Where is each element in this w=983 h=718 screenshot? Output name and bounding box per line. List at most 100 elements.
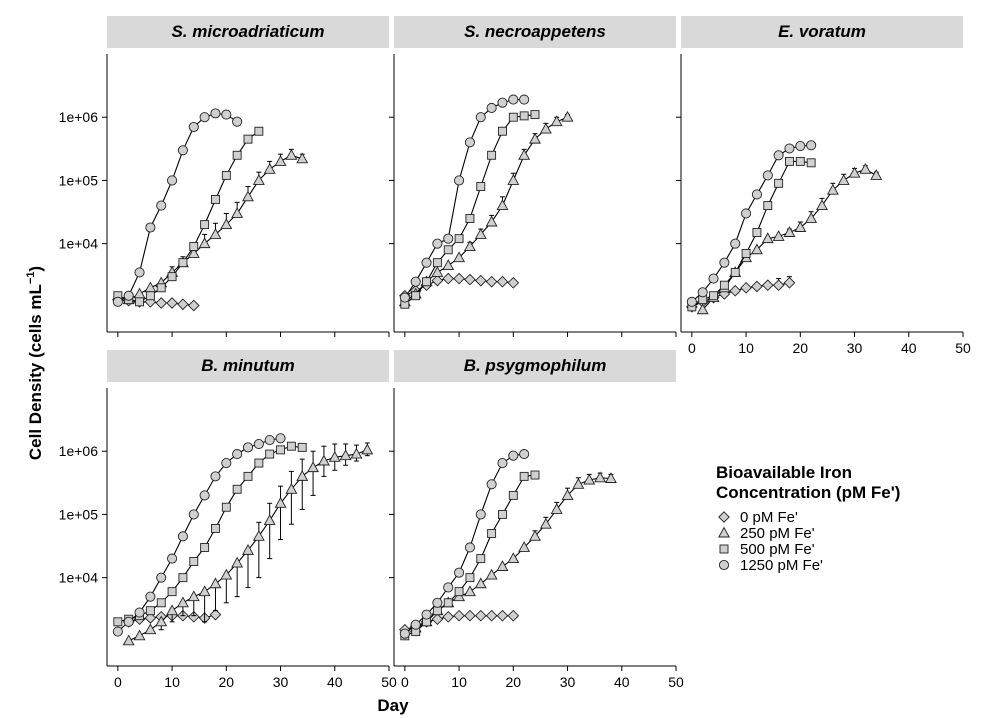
data-point-triangle	[594, 471, 607, 483]
panel-title: B. psygmophilum	[464, 356, 607, 375]
data-point-diamond	[496, 609, 509, 622]
data-point-triangle	[431, 266, 444, 277]
data-point-circle	[145, 222, 156, 233]
data-point-triangle	[122, 634, 135, 646]
data-point-triangle	[328, 451, 341, 462]
data-point-triangle	[453, 251, 466, 263]
data-point-triangle	[339, 449, 352, 461]
data-point-diamond	[209, 608, 222, 621]
data-point-circle	[686, 296, 697, 307]
panel-title: E. voratum	[778, 22, 866, 41]
y-tick-label: 1e+04	[59, 570, 99, 586]
legend-item: 500 pM Fe'	[719, 541, 815, 558]
data-point-circle	[508, 450, 519, 461]
data-point-triangle	[263, 162, 276, 174]
legend-key-square	[719, 544, 729, 554]
data-point-square	[232, 150, 242, 160]
data-point-triangle	[296, 152, 309, 164]
data-point-square	[265, 449, 275, 459]
panel-title: S. microadriaticum	[171, 22, 324, 41]
data-point-triangle	[166, 604, 179, 616]
data-point-square	[774, 178, 784, 188]
data-point-triangle	[550, 115, 563, 127]
data-point-circle	[167, 553, 178, 564]
data-point-triangle	[187, 247, 200, 258]
data-point-triangle	[583, 473, 596, 485]
data-point-circle	[741, 208, 752, 219]
y-axis-title: Cell Density (cells mL−1)	[25, 266, 45, 460]
legend-label: 250 pM Fe'	[740, 525, 815, 542]
data-point-diamond	[740, 281, 752, 294]
panels: S. microadriaticum 1e+04 1e+05 1e+06 S. necr…	[59, 16, 971, 690]
data-point-circle	[464, 137, 475, 148]
series-triangle	[696, 162, 883, 315]
data-point-square	[145, 291, 155, 301]
data-point-square	[465, 214, 475, 223]
data-point-triangle	[604, 472, 617, 483]
data-point-diamond	[729, 284, 742, 297]
legend: Bioavailable Iron Concentration (pM Fe')…	[716, 463, 900, 574]
data-point-triangle	[529, 132, 541, 144]
data-point-diamond	[772, 279, 785, 292]
data-point-square	[508, 490, 518, 500]
x-tick-label: 40	[327, 674, 343, 690]
legend-title-line1: Bioavailable Iron	[716, 463, 852, 482]
data-point-circle	[795, 140, 806, 152]
data-point-square	[167, 272, 177, 282]
data-point-circle	[784, 143, 795, 154]
series-line	[117, 437, 281, 633]
data-point-diamond	[431, 613, 444, 626]
data-point-square	[276, 445, 285, 455]
data-point-square	[443, 598, 453, 608]
x-tick-label: 0	[401, 674, 409, 690]
data-point-circle	[464, 542, 475, 553]
panel-5: B. psygmophilum 0 10 20 30 40 50	[389, 350, 684, 690]
data-point-square	[167, 587, 177, 597]
panel-1: S. microadriaticum 1e+04 1e+05 1e+06	[59, 16, 390, 337]
data-point-triangle	[783, 226, 796, 237]
data-point-triangle	[463, 585, 476, 597]
data-point-triangle	[572, 477, 585, 489]
data-point-triangle	[507, 552, 520, 564]
data-point-diamond	[144, 612, 157, 624]
data-point-circle	[112, 626, 123, 637]
data-point-triangle	[826, 183, 839, 195]
data-point-square	[297, 442, 307, 452]
data-point-triangle	[242, 544, 254, 555]
legend-title-line2: Concentration (pM Fe')	[716, 483, 900, 502]
x-tick-label: 0	[688, 340, 696, 356]
data-point-circle	[210, 471, 221, 482]
data-point-triangle	[539, 122, 552, 134]
data-point-circle	[264, 435, 275, 446]
data-point-diamond	[464, 609, 476, 622]
data-point-triangle	[187, 590, 200, 602]
data-point-square	[200, 220, 210, 230]
series-square	[113, 126, 264, 307]
data-point-square	[189, 242, 199, 251]
y-axis-title-close: )	[26, 266, 45, 272]
data-point-diamond	[166, 297, 178, 309]
data-point-square	[795, 156, 805, 166]
legend-label: 0 pM Fe'	[740, 509, 798, 526]
data-point-square	[254, 126, 264, 136]
data-point-circle	[773, 150, 784, 161]
data-point-triangle	[561, 110, 574, 122]
data-point-diamond	[485, 275, 498, 288]
data-point-square	[243, 471, 253, 481]
data-point-circle	[210, 108, 221, 119]
data-point-triangle	[198, 585, 211, 597]
x-tick-label: 0	[114, 674, 122, 690]
panel-strip	[107, 350, 389, 382]
panel-title: B. minutum	[201, 356, 295, 375]
x-tick-label: 20	[793, 340, 809, 356]
data-point-triangle	[231, 207, 244, 218]
data-point-circle	[497, 97, 508, 108]
data-point-diamond	[187, 610, 200, 623]
series-circle	[112, 108, 243, 307]
data-point-triangle	[274, 496, 287, 508]
data-point-circle	[410, 276, 421, 287]
data-point-square	[454, 587, 464, 597]
data-point-square	[432, 258, 442, 268]
x-tick-label: 50	[955, 340, 971, 356]
data-point-square	[508, 112, 518, 122]
